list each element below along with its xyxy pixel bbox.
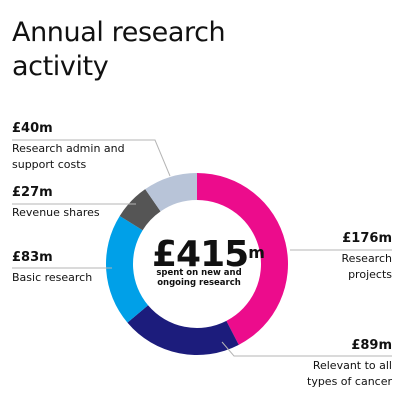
slice-amount: £83m <box>12 250 53 265</box>
slice-description: Relevant to all types of cancer <box>307 359 392 388</box>
donut-slice-research-projects <box>197 173 289 345</box>
slice-label-basic: £83m Basic research <box>12 250 132 286</box>
donut-slice-research-admin-and-support-costs <box>145 173 197 212</box>
slice-label-projects: £176m Research projects <box>300 231 392 283</box>
page-title: Annual research activity <box>12 17 226 82</box>
slice-label-revenue: £27m Revenue shares <box>12 185 132 221</box>
leader-line-admin <box>12 139 171 177</box>
donut-slices <box>106 173 289 355</box>
slice-description: Research projects <box>341 252 392 281</box>
total-amount: £415m <box>152 236 265 274</box>
donut-slice-revenue-shares <box>119 189 161 231</box>
slice-description: Research admin and support costs <box>12 142 125 171</box>
slice-description: Basic research <box>12 271 93 284</box>
leader-lines <box>12 139 392 357</box>
total-value: £415 <box>152 234 249 275</box>
donut-slice-basic-research <box>106 215 149 323</box>
leader-line-all-cancers <box>221 341 392 357</box>
slice-amount: £89m <box>351 338 392 353</box>
total-unit: m <box>248 243 265 262</box>
slice-description: Revenue shares <box>12 206 100 219</box>
slice-amount: £176m <box>342 231 392 246</box>
donut-slice-relevant-to-all-types-of-cancer <box>127 305 239 355</box>
slice-label-all-cancers: £89m Relevant to all types of cancer <box>292 338 392 390</box>
slice-amount: £40m <box>12 121 53 136</box>
slice-amount: £27m <box>12 185 53 200</box>
total-caption: spent on new and ongoing research <box>156 268 242 288</box>
slice-label-admin: £40m Research admin and support costs <box>12 121 162 173</box>
